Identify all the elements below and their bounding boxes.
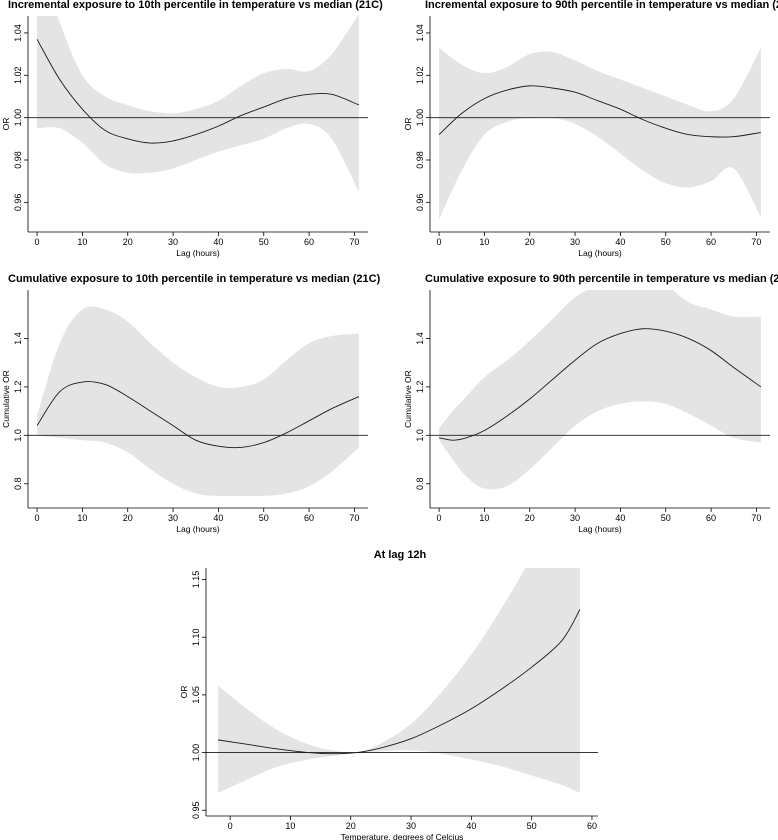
x-tick-label: 30: [570, 237, 580, 247]
estimate-curve: [36, 39, 360, 144]
y-tick-label: 1.2: [13, 381, 23, 394]
y-tick-label: 1.00: [191, 744, 201, 762]
confidence-band: [37, 306, 359, 497]
y-tick-label: 1.04: [415, 24, 425, 42]
chart-title: At lag 12h: [374, 549, 427, 561]
y-tick-label: 0.96: [13, 194, 23, 212]
x-tick-label: 20: [525, 237, 535, 247]
x-tick-label: 70: [349, 237, 359, 247]
confidence-band: [218, 568, 580, 793]
x-tick-label: 30: [570, 513, 580, 523]
y-tick-label: 1.05: [191, 686, 201, 704]
y-tick-label: 1.04: [13, 24, 23, 42]
y-tick-label: 1.0: [415, 429, 425, 442]
x-tick-label: 0: [437, 513, 442, 523]
plot-area: [430, 290, 770, 490]
x-tick-label: 40: [466, 821, 476, 831]
x-axis-label: Lag (hours): [578, 248, 622, 258]
x-tick-label: 20: [123, 237, 133, 247]
y-tick-label: 0.98: [415, 151, 425, 169]
x-tick-label: 50: [661, 513, 671, 523]
plot-area: [206, 568, 598, 793]
confidence-band: [37, 16, 359, 192]
x-axis-label: Lag (hours): [578, 524, 622, 534]
chart-panel-5: 0 10 20 30 40 50 60 0.95 1.00 1.05 1.10 1.15 Tempera…: [179, 549, 598, 840]
x-tick-label: 10: [285, 821, 295, 831]
y-tick-label: 0.96: [415, 194, 425, 212]
y-tick-label: 1.02: [415, 67, 425, 85]
chart-title: Cumulative exposure to 90th percentile i…: [425, 273, 778, 285]
x-tick-label: 60: [587, 821, 597, 831]
y-tick-label: 1.4: [13, 332, 23, 345]
y-tick-label: 0.98: [13, 151, 23, 169]
x-tick-label: 70: [751, 237, 761, 247]
x-tick-label: 20: [123, 513, 133, 523]
x-tick-label: 40: [615, 237, 625, 247]
x-tick-label: 0: [35, 513, 40, 523]
x-tick-label: 30: [168, 513, 178, 523]
y-axis-label: OR: [403, 118, 413, 131]
chart-title: Incremental exposure to 90th percentile …: [425, 0, 778, 11]
x-tick-label: 10: [77, 513, 87, 523]
estimate-curve: [438, 328, 762, 441]
y-axis-label: Cumulative OR: [403, 370, 413, 428]
plot-area: [430, 47, 770, 220]
y-tick-label: 1.00: [13, 109, 23, 127]
x-tick-label: 50: [259, 513, 269, 523]
y-tick-label: 0.8: [415, 478, 425, 491]
chart-panel-1: 0 10 20 30 40 50 60 70 0.96 0.98 1.00 1.02 1.04 Lag (…: [1, 0, 383, 258]
x-tick-label: 30: [406, 821, 416, 831]
x-tick-label: 50: [259, 237, 269, 247]
y-tick-label: 1.2: [415, 381, 425, 394]
x-tick-label: 60: [706, 237, 716, 247]
x-axis-label: Temperature, degrees of Celcius: [341, 832, 464, 840]
y-tick-label: 0.8: [13, 478, 23, 491]
x-tick-label: 40: [213, 513, 223, 523]
x-tick-label: 40: [615, 513, 625, 523]
y-tick-label: 0.95: [191, 801, 201, 819]
x-tick-label: 10: [479, 237, 489, 247]
estimate-curve: [438, 85, 761, 138]
x-tick-label: 40: [213, 237, 223, 247]
plot-area: [28, 16, 368, 192]
estimate-curve: [36, 381, 360, 449]
x-tick-label: 50: [527, 821, 537, 831]
x-tick-label: 0: [437, 237, 442, 247]
x-tick-label: 60: [304, 237, 314, 247]
x-axis-label: Lag (hours): [176, 524, 220, 534]
y-axis-label: OR: [1, 118, 11, 131]
x-tick-label: 70: [349, 513, 359, 523]
x-tick-label: 30: [168, 237, 178, 247]
y-tick-label: 1.0: [13, 429, 23, 442]
x-tick-label: 0: [35, 237, 40, 247]
y-tick-label: 1.10: [191, 628, 201, 646]
confidence-band: [439, 47, 761, 220]
y-tick-label: 1.00: [415, 109, 425, 127]
chart-panel-4: 0 10 20 30 40 50 60 70 0.8 1.0 1.2 1.4 Lag (hours) Cu…: [403, 273, 778, 534]
y-tick-label: 1.02: [13, 67, 23, 85]
x-tick-label: 10: [77, 237, 87, 247]
chart-title: Incremental exposure to 10th percentile …: [8, 0, 383, 11]
x-axis-label: Lag (hours): [176, 248, 220, 258]
y-tick-label: 1.4: [415, 332, 425, 345]
y-axis-label: Cumulative OR: [1, 370, 11, 428]
x-tick-label: 50: [661, 237, 671, 247]
x-tick-label: 20: [525, 513, 535, 523]
x-tick-label: 70: [751, 513, 761, 523]
x-tick-label: 10: [479, 513, 489, 523]
plot-area: [28, 306, 368, 497]
x-tick-label: 60: [706, 513, 716, 523]
y-tick-label: 1.15: [191, 571, 201, 589]
chart-panel-2: 0 10 20 30 40 50 60 70 0.96 0.98 1.00 1.02 1.04 Lag (…: [403, 0, 778, 258]
estimate-curve: [217, 609, 581, 755]
x-tick-label: 20: [346, 821, 356, 831]
chart-panel-3: 0 10 20 30 40 50 60 70 0.8 1.0 1.2 1.4 Lag (hours) Cu…: [1, 273, 381, 534]
x-tick-label: 0: [228, 821, 233, 831]
chart-title: Cumulative exposure to 10th percentile i…: [8, 273, 381, 285]
x-tick-label: 60: [304, 513, 314, 523]
y-axis-label: OR: [179, 686, 189, 699]
confidence-band: [439, 290, 761, 490]
